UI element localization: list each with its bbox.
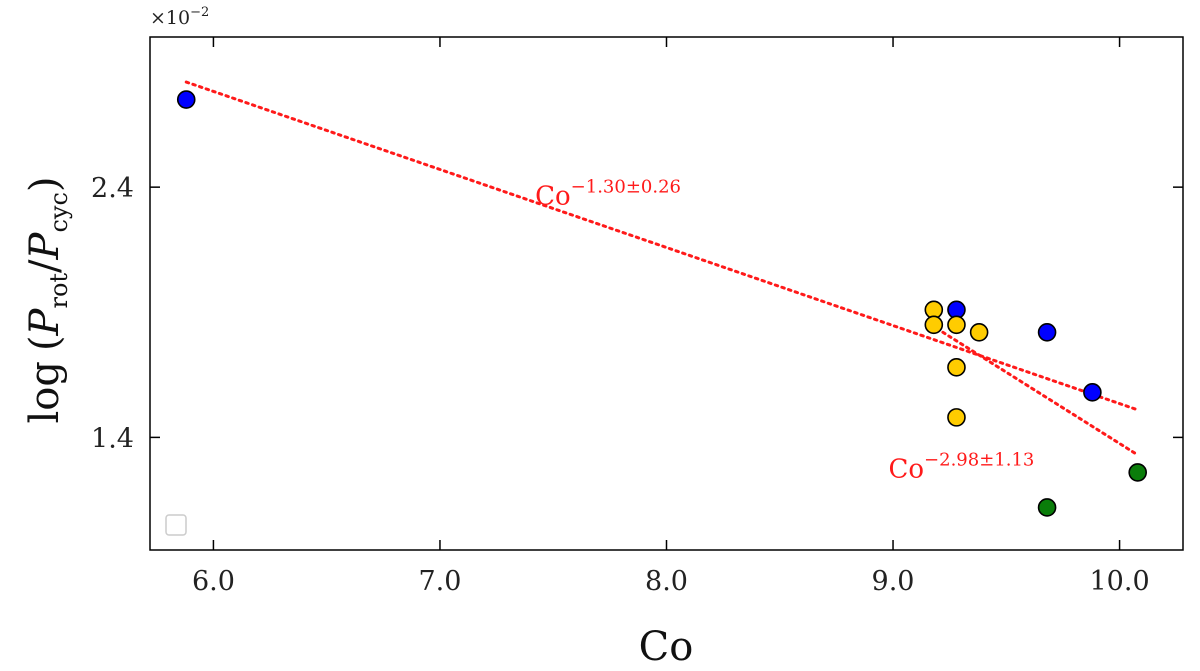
- x-tick-label: 8.0: [645, 566, 688, 597]
- fit-line: [184, 80, 1140, 412]
- data-point: [1037, 498, 1057, 517]
- data-point: [947, 408, 966, 427]
- data-points: [176, 90, 1147, 517]
- x-tick-label: 6.0: [192, 566, 235, 597]
- plot-border: [149, 36, 1184, 551]
- data-point: [1083, 383, 1102, 402]
- data-point: [1037, 322, 1057, 342]
- axis-ticks: 6.0 7.0 8.0 9.0 10.0 1.4 2.4: [91, 37, 1183, 597]
- fit-annotations: Co−1.30±0.26 Co−2.98±1.13: [535, 177, 1034, 485]
- fit-line: [941, 330, 1140, 457]
- x-tick-label: 10.0: [1090, 566, 1150, 597]
- y-axis-label: log(Prot/Pcyc): [22, 176, 73, 423]
- x-axis-label: Co: [639, 624, 694, 670]
- data-point: [1128, 463, 1147, 482]
- fit-label: Co−2.98±1.13: [889, 449, 1035, 484]
- fit-label: Co−1.30±0.26: [535, 177, 681, 212]
- y-scale-factor: ×10−2: [150, 5, 209, 29]
- data-point: [176, 90, 196, 109]
- plot-frame: [149, 36, 1184, 551]
- y-tick-label: 1.4: [91, 423, 134, 454]
- x-tick-label: 7.0: [418, 566, 461, 597]
- y-tick-label: 2.4: [91, 173, 134, 204]
- legend-box: [165, 514, 187, 536]
- data-point: [947, 358, 966, 377]
- fit-lines: [184, 80, 1140, 457]
- data-point: [969, 322, 989, 342]
- data-point: [947, 315, 966, 335]
- data-point: [924, 315, 944, 335]
- x-tick-label: 9.0: [872, 566, 915, 597]
